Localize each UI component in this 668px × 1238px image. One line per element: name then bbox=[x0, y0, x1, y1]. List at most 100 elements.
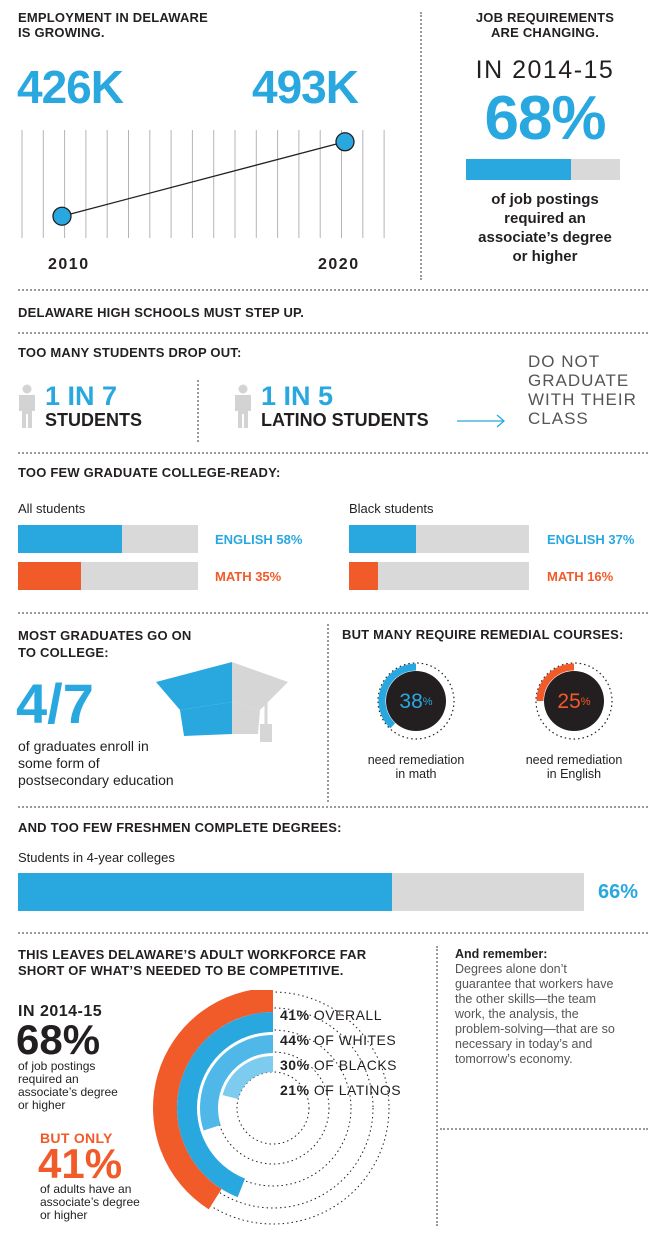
remedial-english-label: need remediation in English bbox=[504, 753, 644, 781]
radial-arc-whites bbox=[177, 1012, 274, 1198]
arrow-right-icon bbox=[457, 414, 505, 428]
freshmen-heading: AND TOO FEW FRESHMEN COMPLETE DEGREES: bbox=[18, 820, 342, 835]
legend-blacks-label: OF BLACKS bbox=[313, 1057, 398, 1073]
dropout-stat1-value: 1 IN 7 bbox=[45, 381, 118, 411]
high-schools-heading: DELAWARE HIGH SCHOOLS MUST STEP UP. bbox=[18, 305, 305, 320]
remedial-english-label-line2: in English bbox=[546, 767, 602, 781]
remedial-english-value: 25% bbox=[533, 690, 615, 714]
employment-heading-line1: EMPLOYMENT IN DELAWARE bbox=[18, 10, 209, 25]
workforce-desc-line4: or higher bbox=[18, 1098, 66, 1112]
go-on-desc-line1: of graduates enroll in bbox=[18, 738, 149, 754]
divider bbox=[436, 946, 438, 1226]
remedial-math-label: need remediation in math bbox=[346, 753, 486, 781]
black-math-label: MATH 16% bbox=[547, 569, 614, 584]
workforce-desc-line3: associate’s degree bbox=[18, 1085, 118, 1099]
job-req-heading-line1: JOB REQUIREMENTS bbox=[475, 10, 615, 25]
divider bbox=[18, 612, 648, 614]
go-on-heading-line2: TO COLLEGE: bbox=[18, 645, 109, 660]
radial-arc-latinos bbox=[222, 1056, 274, 1100]
graduation-cap-icon bbox=[156, 662, 288, 742]
legend-latinos-label: OF LATINOS bbox=[313, 1082, 402, 1098]
divider bbox=[18, 452, 648, 454]
workforce-radial-chart bbox=[153, 990, 390, 1225]
go-on-value: 4/7 bbox=[16, 672, 94, 735]
black-english-bar-fill bbox=[349, 525, 416, 553]
year-2010-label: 2010 bbox=[48, 256, 90, 273]
job-req-description: of job postings required an associate’s … bbox=[440, 190, 650, 266]
go-on-desc-line2: some form of bbox=[18, 755, 100, 771]
all-math-bar-fill bbox=[18, 562, 81, 590]
black-english-bar bbox=[349, 525, 529, 553]
all-english-label: ENGLISH 58% bbox=[215, 532, 303, 547]
freshmen-bar bbox=[18, 873, 584, 911]
remember-title: And remember: bbox=[455, 947, 548, 961]
go-on-heading-line1: MOST GRADUATES GO ON bbox=[18, 628, 192, 643]
year-2020-label: 2020 bbox=[318, 256, 360, 273]
radial-arc-blacks bbox=[200, 1035, 274, 1131]
dropout-note-line1: DO NOT bbox=[528, 352, 601, 371]
divider bbox=[197, 380, 199, 442]
all-math-bar bbox=[18, 562, 198, 590]
go-on-heading: MOST GRADUATES GO ON TO COLLEGE: bbox=[18, 627, 191, 661]
divider bbox=[420, 12, 422, 280]
workforce-desc-line2: required an bbox=[18, 1072, 79, 1086]
remedial-math-donut bbox=[377, 662, 455, 740]
remedial-english-arc bbox=[536, 663, 575, 702]
remedial-math-arc bbox=[378, 663, 417, 729]
remember-line3: the other skills—the team bbox=[455, 992, 597, 1006]
employment-point-2020 bbox=[335, 132, 355, 152]
remedial-math-label-line2: in math bbox=[395, 767, 437, 781]
job-requirements-heading: JOB REQUIREMENTS ARE CHANGING. bbox=[440, 10, 650, 40]
employment-point-2010 bbox=[52, 206, 72, 226]
remember-line4: work, the analysis, the bbox=[455, 1007, 579, 1021]
but-only-label: BUT ONLY bbox=[40, 1130, 113, 1146]
employment-heading-line2: IS GROWING. bbox=[18, 25, 105, 40]
job-req-bar bbox=[466, 159, 620, 180]
remedial-math-label-line1: need remediation bbox=[367, 753, 465, 767]
employment-2010-value: 426K bbox=[17, 61, 124, 113]
legend-latinos-pct: 21% bbox=[280, 1082, 310, 1098]
person-icon bbox=[235, 384, 251, 428]
remember-line6: necessary in today’s and bbox=[455, 1037, 593, 1051]
remember-line2: guarantee that workers have bbox=[455, 977, 614, 991]
go-on-description: of graduates enroll in some form of post… bbox=[18, 738, 174, 789]
remedial-english-unit: % bbox=[580, 696, 591, 708]
divider bbox=[18, 806, 648, 808]
radial-guide-ring bbox=[156, 991, 390, 1225]
legend-blacks: 30% OF BLACKS bbox=[280, 1053, 401, 1078]
remedial-math-ring bbox=[377, 662, 455, 740]
dropout-note-line3: WITH THEIR bbox=[528, 390, 637, 409]
employment-2020-value: 493K bbox=[252, 61, 359, 113]
workforce-heading-line1: THIS LEAVES DELAWARE’S ADULT WORKFORCE F… bbox=[18, 947, 367, 962]
legend-overall-pct: 41% bbox=[280, 1007, 310, 1023]
remedial-math-number: 38 bbox=[399, 690, 423, 713]
black-english-label: ENGLISH 37% bbox=[547, 532, 635, 547]
divider bbox=[18, 332, 648, 334]
remedial-math-value: 38% bbox=[375, 690, 457, 714]
divider bbox=[18, 932, 648, 934]
adults-desc-line3: or higher bbox=[40, 1208, 88, 1222]
black-math-bar bbox=[349, 562, 529, 590]
black-math-bar-fill bbox=[349, 562, 378, 590]
job-req-desc-line1: of job postings bbox=[491, 191, 599, 208]
divider bbox=[327, 624, 329, 802]
dropout-note: DO NOT GRADUATE WITH THEIR CLASS bbox=[528, 352, 637, 428]
job-req-desc-line3: associate’s degree bbox=[478, 229, 612, 246]
dropout-stat2-label: LATINO STUDENTS bbox=[261, 410, 429, 430]
remedial-english-label-line1: need remediation bbox=[525, 753, 623, 767]
divider bbox=[440, 1128, 648, 1130]
dropout-stat2-value: 1 IN 5 bbox=[261, 381, 334, 411]
legend-whites: 44% OF WHITES bbox=[280, 1028, 401, 1053]
remedial-math-unit: % bbox=[422, 696, 433, 708]
radial-guide-ring bbox=[236, 1071, 310, 1145]
legend-latinos: 21% OF LATINOS bbox=[280, 1078, 401, 1103]
remedial-english-number: 25 bbox=[557, 690, 581, 713]
radial-guide-ring bbox=[172, 1007, 374, 1209]
adults-desc-line1: of adults have an bbox=[40, 1182, 132, 1196]
dropout-heading: TOO MANY STUDENTS DROP OUT: bbox=[18, 345, 242, 360]
freshmen-label: Students in 4-year colleges bbox=[18, 850, 175, 865]
college-ready-heading: TOO FEW GRADUATE COLLEGE-READY: bbox=[18, 465, 281, 480]
person-icon bbox=[19, 384, 35, 428]
remember-line5: problem-solving—that are so bbox=[455, 1022, 615, 1036]
dropout-note-line2: GRADUATE bbox=[528, 371, 630, 390]
